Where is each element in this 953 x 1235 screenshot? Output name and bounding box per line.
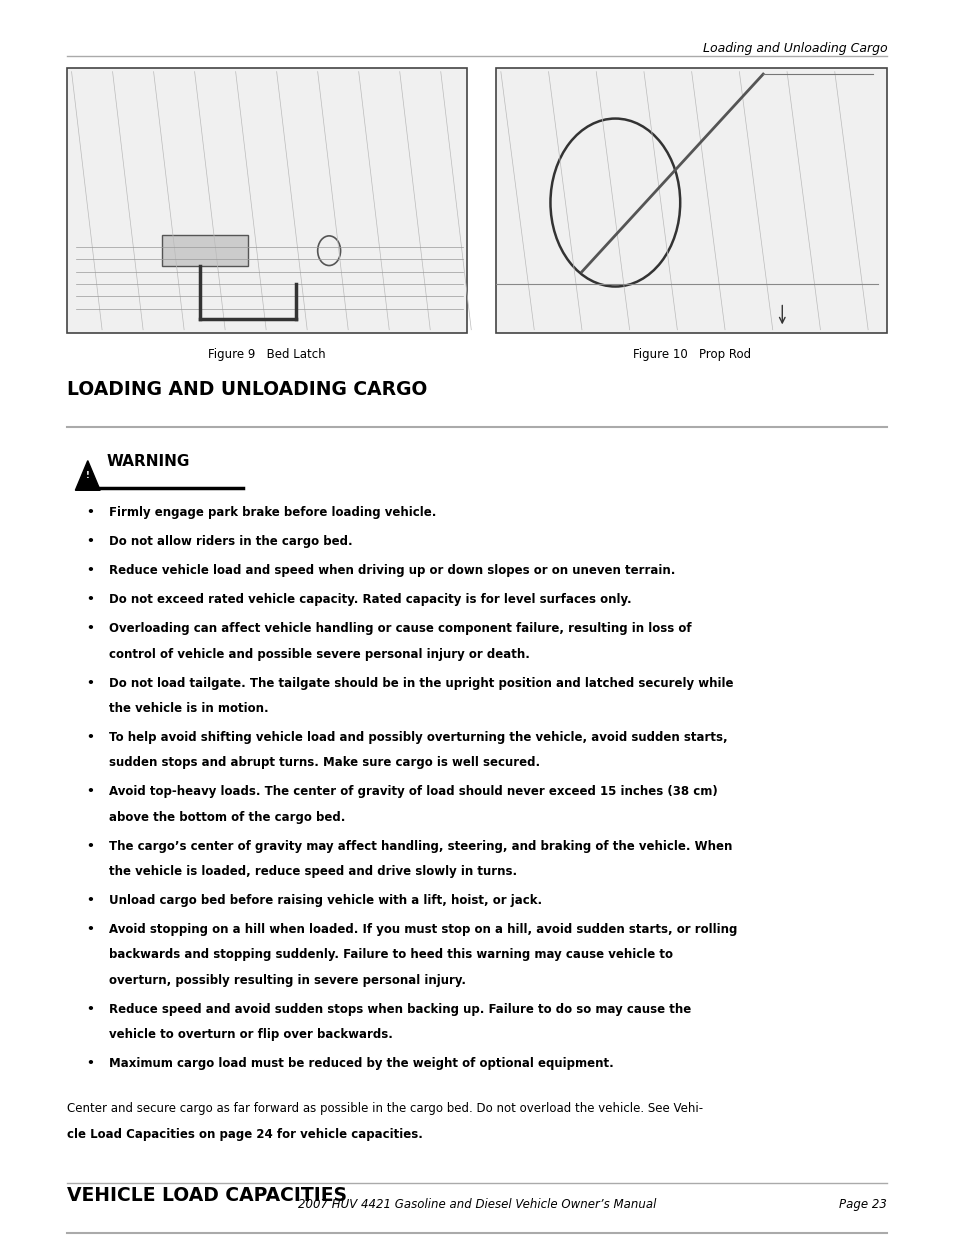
Circle shape bbox=[550, 119, 679, 287]
Text: Do not allow riders in the cargo bed.: Do not allow riders in the cargo bed. bbox=[109, 536, 352, 548]
Text: vehicle to overturn or flip over backwards.: vehicle to overturn or flip over backwar… bbox=[109, 1028, 393, 1041]
Text: WARNING: WARNING bbox=[107, 454, 190, 469]
Text: Do not exceed rated vehicle capacity. Rated capacity is for level surfaces only.: Do not exceed rated vehicle capacity. Ra… bbox=[109, 594, 631, 606]
Text: Avoid top-heavy loads. The center of gravity of load should never exceed 15 inch: Avoid top-heavy loads. The center of gra… bbox=[109, 785, 717, 799]
Text: above the bottom of the cargo bed.: above the bottom of the cargo bed. bbox=[109, 811, 345, 824]
Text: Page 23: Page 23 bbox=[839, 1198, 886, 1212]
Text: !: ! bbox=[86, 471, 90, 479]
Text: •: • bbox=[86, 1057, 93, 1071]
Text: •: • bbox=[86, 622, 93, 636]
FancyBboxPatch shape bbox=[162, 235, 248, 266]
Text: overturn, possibly resulting in severe personal injury.: overturn, possibly resulting in severe p… bbox=[109, 973, 465, 987]
Text: •: • bbox=[86, 564, 93, 578]
Text: •: • bbox=[86, 731, 93, 745]
Text: Center and secure cargo as far forward as possible in the cargo bed. Do not over: Center and secure cargo as far forward a… bbox=[67, 1103, 702, 1115]
Text: Figure 9   Bed Latch: Figure 9 Bed Latch bbox=[208, 348, 326, 362]
Text: To help avoid shifting vehicle load and possibly overturning the vehicle, avoid : To help avoid shifting vehicle load and … bbox=[109, 731, 726, 745]
Text: Reduce speed and avoid sudden stops when backing up. Failure to do so may cause : Reduce speed and avoid sudden stops when… bbox=[109, 1003, 690, 1016]
Text: Figure 10   Prop Rod: Figure 10 Prop Rod bbox=[632, 348, 750, 362]
Text: •: • bbox=[86, 594, 93, 606]
Text: Do not load tailgate. The tailgate should be in the upright position and latched: Do not load tailgate. The tailgate shoul… bbox=[109, 677, 733, 690]
Text: LOADING AND UNLOADING CARGO: LOADING AND UNLOADING CARGO bbox=[67, 380, 427, 399]
Text: Firmly engage park brake before loading vehicle.: Firmly engage park brake before loading … bbox=[109, 506, 436, 520]
Text: sudden stops and abrupt turns. Make sure cargo is well secured.: sudden stops and abrupt turns. Make sure… bbox=[109, 756, 539, 769]
Text: •: • bbox=[86, 1003, 93, 1016]
Text: cle Load Capacities on page 24 for vehicle capacities.: cle Load Capacities on page 24 for vehic… bbox=[67, 1128, 422, 1141]
Text: 2007 HUV 4421 Gasoline and Diesel Vehicle Owner’s Manual: 2007 HUV 4421 Gasoline and Diesel Vehicl… bbox=[297, 1198, 656, 1212]
FancyBboxPatch shape bbox=[496, 68, 886, 333]
FancyBboxPatch shape bbox=[67, 68, 467, 333]
Text: •: • bbox=[86, 506, 93, 520]
Text: •: • bbox=[86, 677, 93, 690]
Text: VEHICLE LOAD CAPACITIES: VEHICLE LOAD CAPACITIES bbox=[67, 1186, 347, 1205]
Text: •: • bbox=[86, 536, 93, 548]
Text: The cargo’s center of gravity may affect handling, steering, and braking of the : The cargo’s center of gravity may affect… bbox=[109, 840, 731, 853]
Text: backwards and stopping suddenly. Failure to heed this warning may cause vehicle : backwards and stopping suddenly. Failure… bbox=[109, 948, 672, 962]
Text: Loading and Unloading Cargo: Loading and Unloading Cargo bbox=[701, 42, 886, 56]
Text: Overloading can affect vehicle handling or cause component failure, resulting in: Overloading can affect vehicle handling … bbox=[109, 622, 691, 636]
Text: Reduce vehicle load and speed when driving up or down slopes or on uneven terrai: Reduce vehicle load and speed when drivi… bbox=[109, 564, 675, 578]
Text: Unload cargo bed before raising vehicle with a lift, hoist, or jack.: Unload cargo bed before raising vehicle … bbox=[109, 894, 541, 908]
Text: the vehicle is loaded, reduce speed and drive slowly in turns.: the vehicle is loaded, reduce speed and … bbox=[109, 864, 517, 878]
Text: •: • bbox=[86, 840, 93, 853]
Text: Avoid stopping on a hill when loaded. If you must stop on a hill, avoid sudden s: Avoid stopping on a hill when loaded. If… bbox=[109, 924, 737, 936]
Text: Maximum cargo load must be reduced by the weight of optional equipment.: Maximum cargo load must be reduced by th… bbox=[109, 1057, 613, 1071]
Text: •: • bbox=[86, 785, 93, 799]
Text: the vehicle is in motion.: the vehicle is in motion. bbox=[109, 701, 268, 715]
Text: •: • bbox=[86, 924, 93, 936]
Text: control of vehicle and possible severe personal injury or death.: control of vehicle and possible severe p… bbox=[109, 648, 529, 661]
Text: •: • bbox=[86, 894, 93, 908]
Polygon shape bbox=[75, 461, 100, 490]
